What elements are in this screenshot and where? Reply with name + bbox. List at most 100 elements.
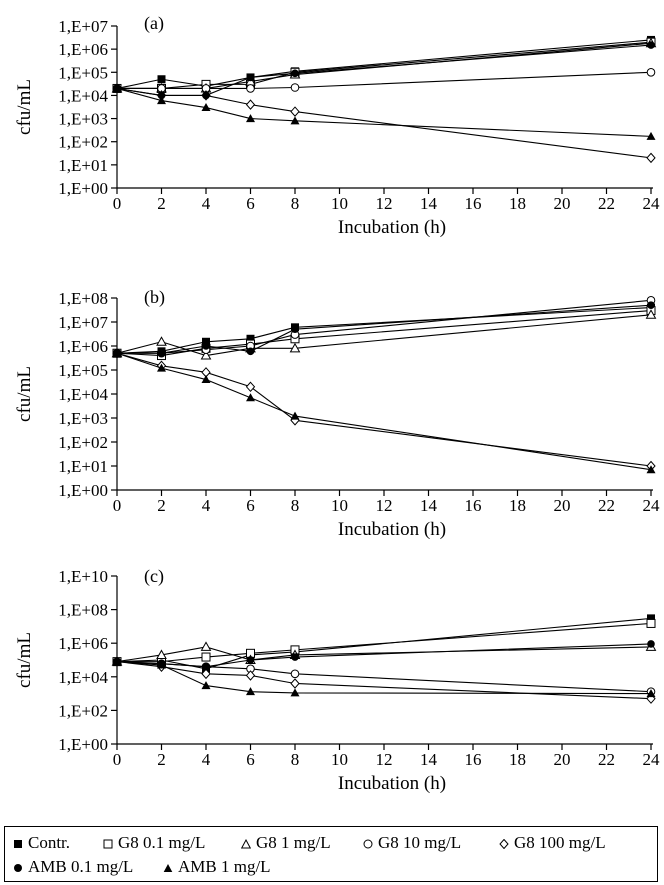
- y-tick-label: 1,E+01: [58, 457, 108, 476]
- series-g8_1: [111, 309, 657, 360]
- chart-title: (c): [144, 566, 164, 587]
- series-line: [117, 71, 652, 90]
- data-point: [201, 375, 211, 384]
- y-tick-label: 1,E+04: [58, 668, 108, 687]
- x-tick-label: 4: [202, 496, 211, 515]
- data-point: [245, 99, 256, 110]
- x-tick-label: 4: [202, 750, 211, 769]
- data-point: [290, 678, 300, 689]
- diamond-open-icon: [499, 838, 509, 850]
- series-line: [116, 646, 652, 663]
- legend-label: Contr.: [28, 833, 71, 852]
- x-tick-label: 24: [643, 496, 661, 515]
- series-line: [116, 661, 652, 700]
- series-line: [116, 352, 652, 471]
- circle-open-icon: [363, 839, 373, 849]
- x-tick-label: 8: [291, 496, 300, 515]
- x-tick-label: 20: [554, 194, 571, 213]
- legend-item-g8-01: G8 0.1 mg/L: [103, 833, 205, 853]
- series-line: [116, 314, 652, 357]
- legend-item-amb-01: AMB 0.1 mg/L: [13, 857, 133, 877]
- x-tick-label: 6: [246, 496, 255, 515]
- series-line: [116, 307, 652, 354]
- series-line: [116, 643, 652, 668]
- series-line: [116, 87, 652, 137]
- legend-item-g8-100: G8 100 mg/L: [499, 833, 606, 853]
- x-tick-label: 18: [509, 496, 526, 515]
- data-point: [291, 653, 299, 661]
- x-tick-label: 22: [598, 194, 615, 213]
- series-line: [116, 661, 652, 695]
- triangle-open-icon: [240, 839, 252, 849]
- data-point: [645, 309, 657, 319]
- series-g8_10: [112, 657, 656, 696]
- series-line: [117, 299, 652, 354]
- data-point: [246, 84, 255, 93]
- square-open-icon: [103, 839, 113, 849]
- x-tick-label: 20: [554, 496, 571, 515]
- square-filled-icon: [14, 840, 22, 849]
- series-g8_10: [112, 67, 656, 93]
- data-point: [290, 83, 300, 92]
- series-line: [117, 41, 652, 90]
- legend: Contr. G8 0.1 mg/L G8 1 mg/L G8 10 mg/L …: [4, 826, 658, 882]
- y-tick-label: 1,E+04: [58, 385, 108, 404]
- x-tick-label: 24: [643, 194, 661, 213]
- chart-title: (b): [144, 287, 165, 308]
- legend-label: AMB 1 mg/L: [178, 857, 271, 876]
- series-amb_1: [112, 348, 656, 474]
- data-point: [246, 114, 255, 123]
- data-point: [246, 334, 255, 343]
- legend-item-amb-1: AMB 1 mg/L: [163, 857, 271, 877]
- y-tick-label: 1,E+02: [58, 701, 108, 720]
- x-tick-label: 16: [465, 750, 482, 769]
- x-tick-label: 12: [376, 750, 393, 769]
- y-tick-label: 1,E+00: [58, 481, 108, 500]
- data-point: [647, 614, 655, 623]
- data-point: [647, 640, 655, 648]
- series-g8_100: [112, 347, 656, 472]
- data-point: [201, 668, 211, 680]
- x-tick-label: 22: [598, 750, 615, 769]
- series-line: [116, 310, 652, 357]
- x-tick-label: 24: [643, 750, 661, 769]
- x-tick-label: 16: [465, 194, 482, 213]
- data-point: [157, 660, 166, 669]
- y-tick-label: 1,E+01: [58, 156, 108, 175]
- x-tick-label: 6: [246, 750, 255, 769]
- data-point: [290, 669, 300, 679]
- x-tick-label: 14: [420, 750, 438, 769]
- x-tick-label: 20: [554, 750, 571, 769]
- data-point: [646, 67, 656, 77]
- chart-panel-2: 1,E+00 1,E+01 1,E+02 1,E+03 1,E+04 1,E+05 1,E+…: [14, 287, 660, 540]
- x-tick-label: 8: [291, 750, 300, 769]
- x-tick-label: 14: [420, 194, 438, 213]
- data-point: [246, 393, 255, 402]
- y-axis-label: cfu/mL: [14, 79, 35, 135]
- x-tick-label: 2: [157, 496, 166, 515]
- data-point: [290, 116, 300, 125]
- data-point: [246, 73, 255, 82]
- data-point: [646, 152, 656, 164]
- data-point: [112, 83, 122, 92]
- x-tick-label: 0: [113, 496, 122, 515]
- chart-panel-3: 1,E+001,E+021,E+041,E+061,E+081,E+100 2 4 6…: [14, 566, 660, 794]
- y-tick-label: 1,E+04: [58, 86, 108, 105]
- data-point: [200, 350, 212, 360]
- y-tick-label: 1,E+06: [58, 40, 108, 59]
- x-tick-label: 22: [598, 496, 615, 515]
- data-point: [290, 411, 300, 420]
- y-axis-label: cfu/mL: [14, 366, 35, 422]
- y-tick-label: 1,E+08: [58, 601, 108, 620]
- y-tick-label: 1,E+05: [58, 63, 108, 82]
- y-tick-label: 1,E+02: [58, 433, 108, 452]
- y-tick-label: 1,E+07: [58, 17, 108, 36]
- data-point: [112, 657, 122, 666]
- data-point: [112, 348, 122, 357]
- data-point: [156, 649, 167, 659]
- series-amb_1: [112, 83, 656, 140]
- series-line: [116, 617, 652, 670]
- x-tick-label: 18: [509, 194, 526, 213]
- data-point: [201, 103, 211, 112]
